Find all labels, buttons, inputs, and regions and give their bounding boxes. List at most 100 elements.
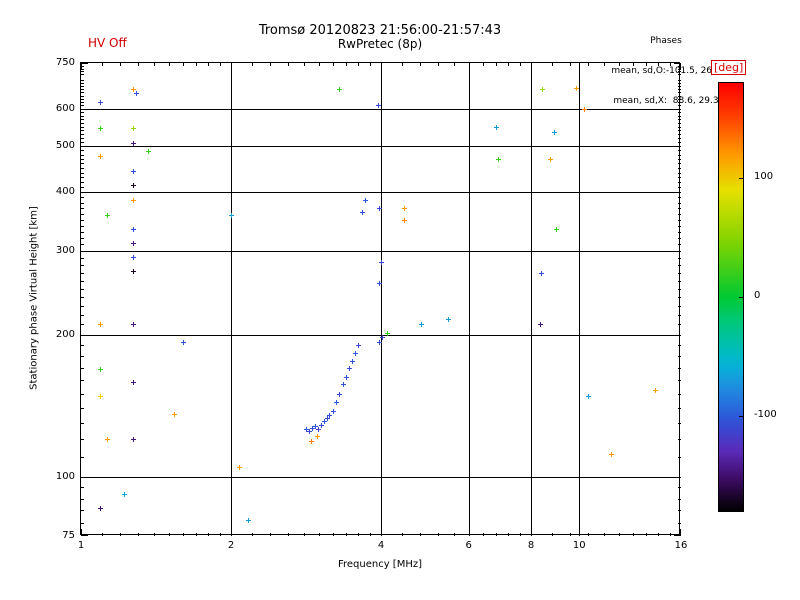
- y-axis-tick: [81, 163, 84, 165]
- y-axis-tick: [678, 367, 681, 369]
- data-point: [340, 382, 346, 388]
- data-point: [97, 100, 103, 106]
- data-point: [380, 334, 386, 340]
- y-axis-tick: [678, 187, 681, 189]
- data-point: [145, 149, 151, 155]
- y-axis-tick: [81, 154, 84, 156]
- y-axis-tick: [81, 208, 84, 210]
- x-axis-tick: [303, 533, 305, 536]
- data-point: [130, 197, 136, 203]
- data-point: [574, 86, 580, 92]
- y-tick-label: 75: [62, 530, 75, 541]
- data-point: [134, 91, 140, 97]
- y-axis-tick: [81, 108, 88, 110]
- y-axis-tick: [678, 297, 681, 299]
- x-axis-tick: [453, 63, 455, 66]
- x-axis-tick: [401, 63, 403, 66]
- x-axis-tick: [669, 533, 671, 536]
- x-axis-tick: [495, 63, 497, 66]
- y-axis-tick: [81, 314, 84, 316]
- colorbar-tick-label: -100: [754, 408, 777, 420]
- x-axis-tick: [137, 63, 139, 66]
- y-axis-tick: [678, 258, 681, 260]
- y-axis-tick: [81, 476, 88, 478]
- y-axis-tick: [81, 102, 84, 104]
- x-axis-tick: [251, 533, 253, 536]
- data-point: [376, 103, 382, 109]
- x-tick-label: 2: [227, 540, 235, 551]
- y-axis-tick: [674, 108, 681, 110]
- x-axis-tick: [603, 63, 605, 66]
- x-axis-tick: [195, 63, 197, 66]
- y-gridline: [81, 108, 681, 110]
- y-axis-tick: [81, 356, 84, 358]
- y-axis-tick: [81, 258, 84, 260]
- data-point: [105, 437, 111, 443]
- data-point: [122, 492, 128, 498]
- x-axis-tick: [420, 63, 422, 66]
- y-axis-tick: [678, 123, 681, 124]
- y-axis-tick: [678, 112, 681, 114]
- y-axis-tick: [81, 65, 84, 67]
- y-axis-tick: [674, 251, 681, 253]
- y-axis-tick: [81, 237, 84, 239]
- y-axis-tick: [81, 272, 84, 274]
- y-axis-tick: [81, 159, 84, 160]
- data-point: [130, 241, 136, 247]
- x-axis-tick: [468, 63, 470, 70]
- y-axis-tick: [678, 225, 681, 227]
- colorbar-unit-label: [deg]: [711, 60, 747, 75]
- y-axis-tick: [81, 280, 84, 282]
- data-point: [552, 130, 558, 135]
- y-axis-tick: [678, 345, 681, 347]
- y-gridline: [81, 251, 681, 253]
- data-point: [330, 408, 336, 414]
- data-point: [585, 394, 591, 400]
- data-point: [402, 206, 408, 212]
- data-point: [350, 358, 356, 364]
- plot-title: Tromsø 20120823 21:56:00-21:57:43: [258, 23, 502, 38]
- data-point: [313, 424, 319, 430]
- y-axis-tick: [81, 89, 84, 91]
- y-axis-tick: [81, 251, 88, 253]
- data-point: [130, 437, 136, 443]
- phase-stats-heading: Phases: [650, 36, 682, 46]
- x-axis-tick: [645, 533, 647, 536]
- x-axis-tick: [658, 63, 660, 66]
- y-axis-tick: [81, 80, 84, 82]
- x-gridline: [531, 63, 532, 536]
- colorbar-tick: [739, 297, 743, 298]
- x-axis-tick: [81, 529, 82, 536]
- y-axis-tick: [678, 138, 681, 140]
- x-axis-tick: [195, 533, 197, 536]
- y-axis-tick: [678, 105, 681, 107]
- x-axis-tick: [645, 63, 647, 66]
- x-axis-tick: [345, 63, 347, 66]
- x-axis-tick: [182, 533, 184, 536]
- y-axis-tick: [81, 498, 84, 500]
- y-axis-tick: [81, 457, 84, 459]
- y-axis-tick: [678, 163, 681, 165]
- x-axis-tick: [587, 533, 589, 536]
- y-axis-tick: [674, 146, 681, 148]
- y-axis-tick: [678, 423, 681, 424]
- x-axis-tick: [680, 529, 681, 536]
- data-point: [310, 425, 316, 431]
- y-axis-tick: [674, 334, 681, 336]
- y-axis-tick: [678, 407, 681, 409]
- x-axis-tick: [551, 63, 553, 66]
- x-gridline: [381, 63, 382, 536]
- phase-stats-block: Phases mean, sd,O:-101.5, 26.3 mean, sd,…: [588, 16, 744, 126]
- data-point: [324, 416, 330, 422]
- data-point: [229, 212, 234, 218]
- y-axis-tick: [678, 314, 681, 316]
- y-axis-tick: [81, 74, 84, 76]
- y-axis-tick: [678, 510, 681, 512]
- data-point: [304, 427, 310, 433]
- y-axis-tick: [81, 380, 84, 382]
- x-axis-tick: [358, 533, 360, 536]
- y-axis-tick: [674, 192, 681, 194]
- x-axis-tick: [618, 63, 620, 66]
- y-axis-tick: [678, 380, 681, 382]
- data-point: [539, 87, 545, 93]
